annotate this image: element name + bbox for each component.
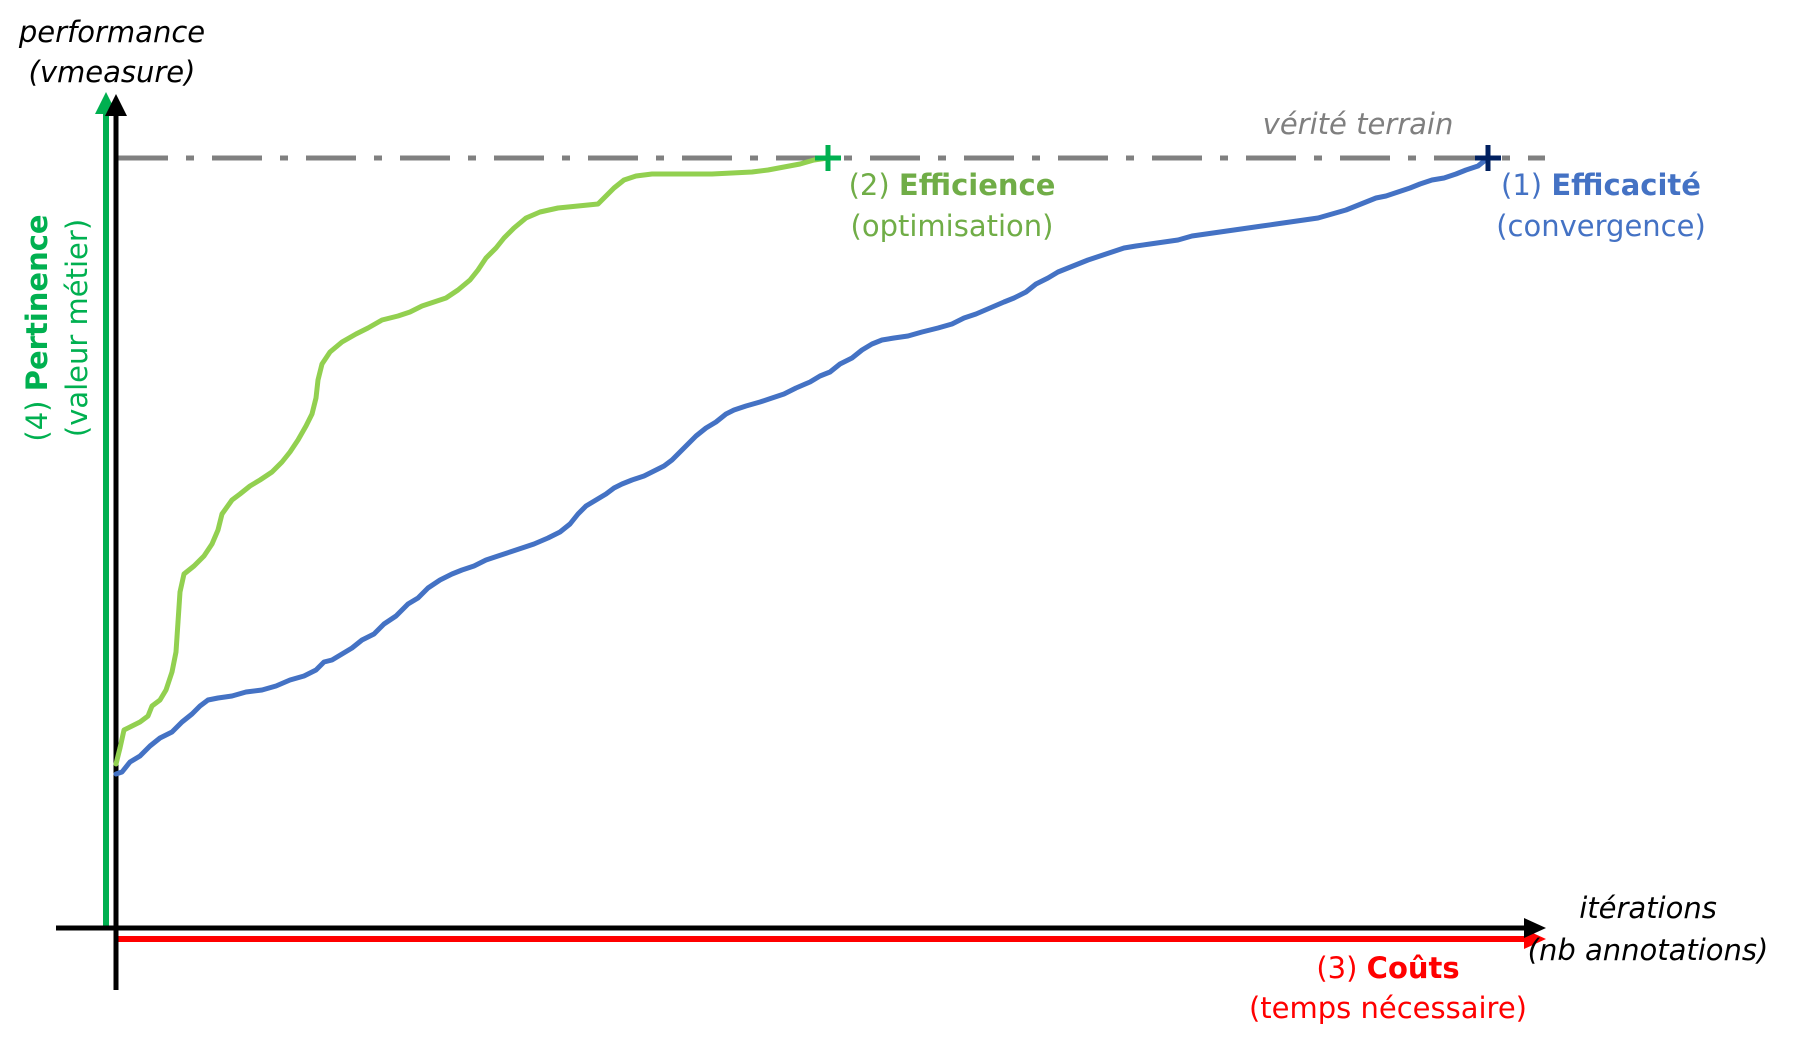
couts-title: Coûts xyxy=(1367,951,1460,985)
efficacite-curve xyxy=(113,155,1491,777)
y-axis-arrowhead xyxy=(105,94,127,116)
efficience-label: (2) Efficience xyxy=(849,168,1056,202)
couts-subtitle: (temps nécessaire) xyxy=(1249,991,1527,1025)
efficience-end-marker xyxy=(815,145,841,171)
efficience-number: (2) xyxy=(849,168,890,202)
pertinence-number: (4) xyxy=(20,400,54,441)
couts-label: (3) Coûts xyxy=(1316,951,1459,985)
y-axis-label-line2: (vmeasure) xyxy=(29,55,196,89)
efficacite-end-marker xyxy=(1475,145,1501,171)
couts-number: (3) xyxy=(1316,951,1357,985)
efficience-title: Efficience xyxy=(899,168,1055,202)
y-axis-label-line1: performance xyxy=(18,15,205,49)
efficacite-number: (1) xyxy=(1501,168,1542,202)
efficience-subtitle: (optimisation) xyxy=(851,209,1054,243)
x-axis-arrowhead xyxy=(1524,918,1546,938)
pertinence-label: (4) Pertinence xyxy=(20,214,54,441)
efficacite-subtitle: (convergence) xyxy=(1496,209,1706,243)
pertinence-subtitle: (valeur métier) xyxy=(60,219,94,437)
pertinence-title: Pertinence xyxy=(20,214,54,391)
reference-label: vérité terrain xyxy=(1263,107,1454,141)
efficacite-title: Efficacité xyxy=(1551,168,1701,202)
efficacite-label: (1) Efficacité xyxy=(1501,168,1701,202)
efficience-curve xyxy=(113,155,831,767)
x-axis-label-line2: (nb annotations) xyxy=(1528,933,1769,967)
x-axis-label-line1: itérations xyxy=(1579,891,1717,925)
